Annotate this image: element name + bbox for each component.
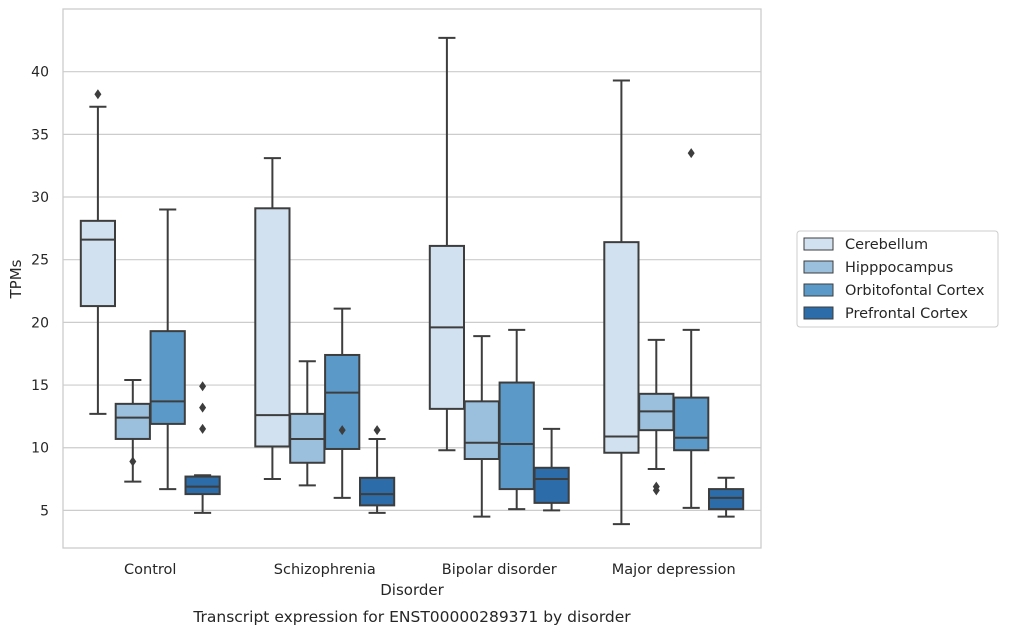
legend-label: Hipppocampus	[845, 260, 953, 276]
x-tick-label: Control	[124, 562, 176, 578]
box-body	[254, 207, 291, 448]
box-body	[79, 219, 117, 308]
plot-area-frame	[62, 8, 762, 549]
box-3-2	[463, 335, 500, 518]
box-1-3	[149, 208, 186, 491]
box-1-1	[79, 89, 117, 415]
outlier-point	[199, 381, 207, 392]
outlier-point	[129, 456, 137, 467]
y-tick-label: 20	[31, 315, 49, 331]
legend-label: Cerebellum	[845, 237, 928, 253]
box-body	[498, 381, 535, 491]
box-body	[114, 402, 151, 440]
box-body	[707, 488, 745, 511]
outlier-point	[199, 402, 207, 413]
box-body	[673, 396, 710, 452]
box-4-4	[707, 476, 745, 518]
y-tick-label: 25	[31, 253, 49, 269]
outlier-point	[373, 425, 381, 436]
legend-label: Prefrontal Cortex	[845, 306, 968, 322]
box-2-2	[289, 360, 326, 487]
y-tick-labels: 5 10 15 20 25 30 35 40	[31, 65, 49, 520]
x-tick-labels: Control Schizophrenia Bipolar disorder Majo…	[124, 562, 736, 578]
box-4-1	[603, 79, 640, 526]
box-3-1	[428, 36, 466, 452]
y-tick-label: 35	[31, 127, 49, 143]
legend-swatch	[803, 237, 834, 251]
box-body	[463, 400, 500, 461]
x-tick-label: Bipolar disorder	[442, 562, 557, 578]
outlier-point	[199, 423, 207, 434]
y-tick-label: 30	[31, 190, 49, 206]
legend-swatch	[803, 283, 834, 297]
box-body	[603, 241, 640, 454]
box-4-3	[673, 148, 710, 509]
y-tick-label: 10	[31, 441, 49, 457]
outlier-point	[652, 481, 660, 492]
outlier-point	[687, 148, 695, 159]
box-groups	[79, 36, 745, 526]
box-2-1	[254, 157, 291, 481]
y-tick-label: 40	[31, 65, 49, 81]
box-1-2	[114, 379, 151, 483]
box-2-3	[324, 307, 361, 499]
chart-caption: Transcript expression for ENST0000028937…	[192, 608, 631, 626]
y-tick-label: 5	[40, 503, 49, 519]
legend-swatch	[803, 260, 834, 274]
outlier-point	[338, 425, 346, 436]
legend-swatch	[803, 306, 834, 320]
box-body	[149, 330, 186, 425]
box-1-4	[184, 381, 221, 514]
box-2-4	[358, 425, 396, 514]
legend: Cerebellum Hipppocampus Orbitofontal Corte…	[796, 230, 999, 328]
box-4-2	[638, 338, 675, 496]
box-body	[358, 476, 396, 507]
x-tick-label: Major depression	[612, 562, 736, 578]
box-3-4	[533, 427, 570, 512]
x-tick-label: Schizophrenia	[274, 562, 376, 578]
box-3-3	[498, 328, 535, 511]
y-axis-label: TPMs	[7, 259, 25, 299]
box-body	[184, 475, 221, 496]
box-body	[533, 466, 570, 504]
outlier-point	[94, 89, 102, 100]
legend-frame	[796, 230, 999, 328]
x-axis-label: Disorder	[380, 581, 444, 599]
y-tick-label: 15	[31, 378, 49, 394]
legend-label: Orbitofontal Cortex	[845, 283, 985, 299]
